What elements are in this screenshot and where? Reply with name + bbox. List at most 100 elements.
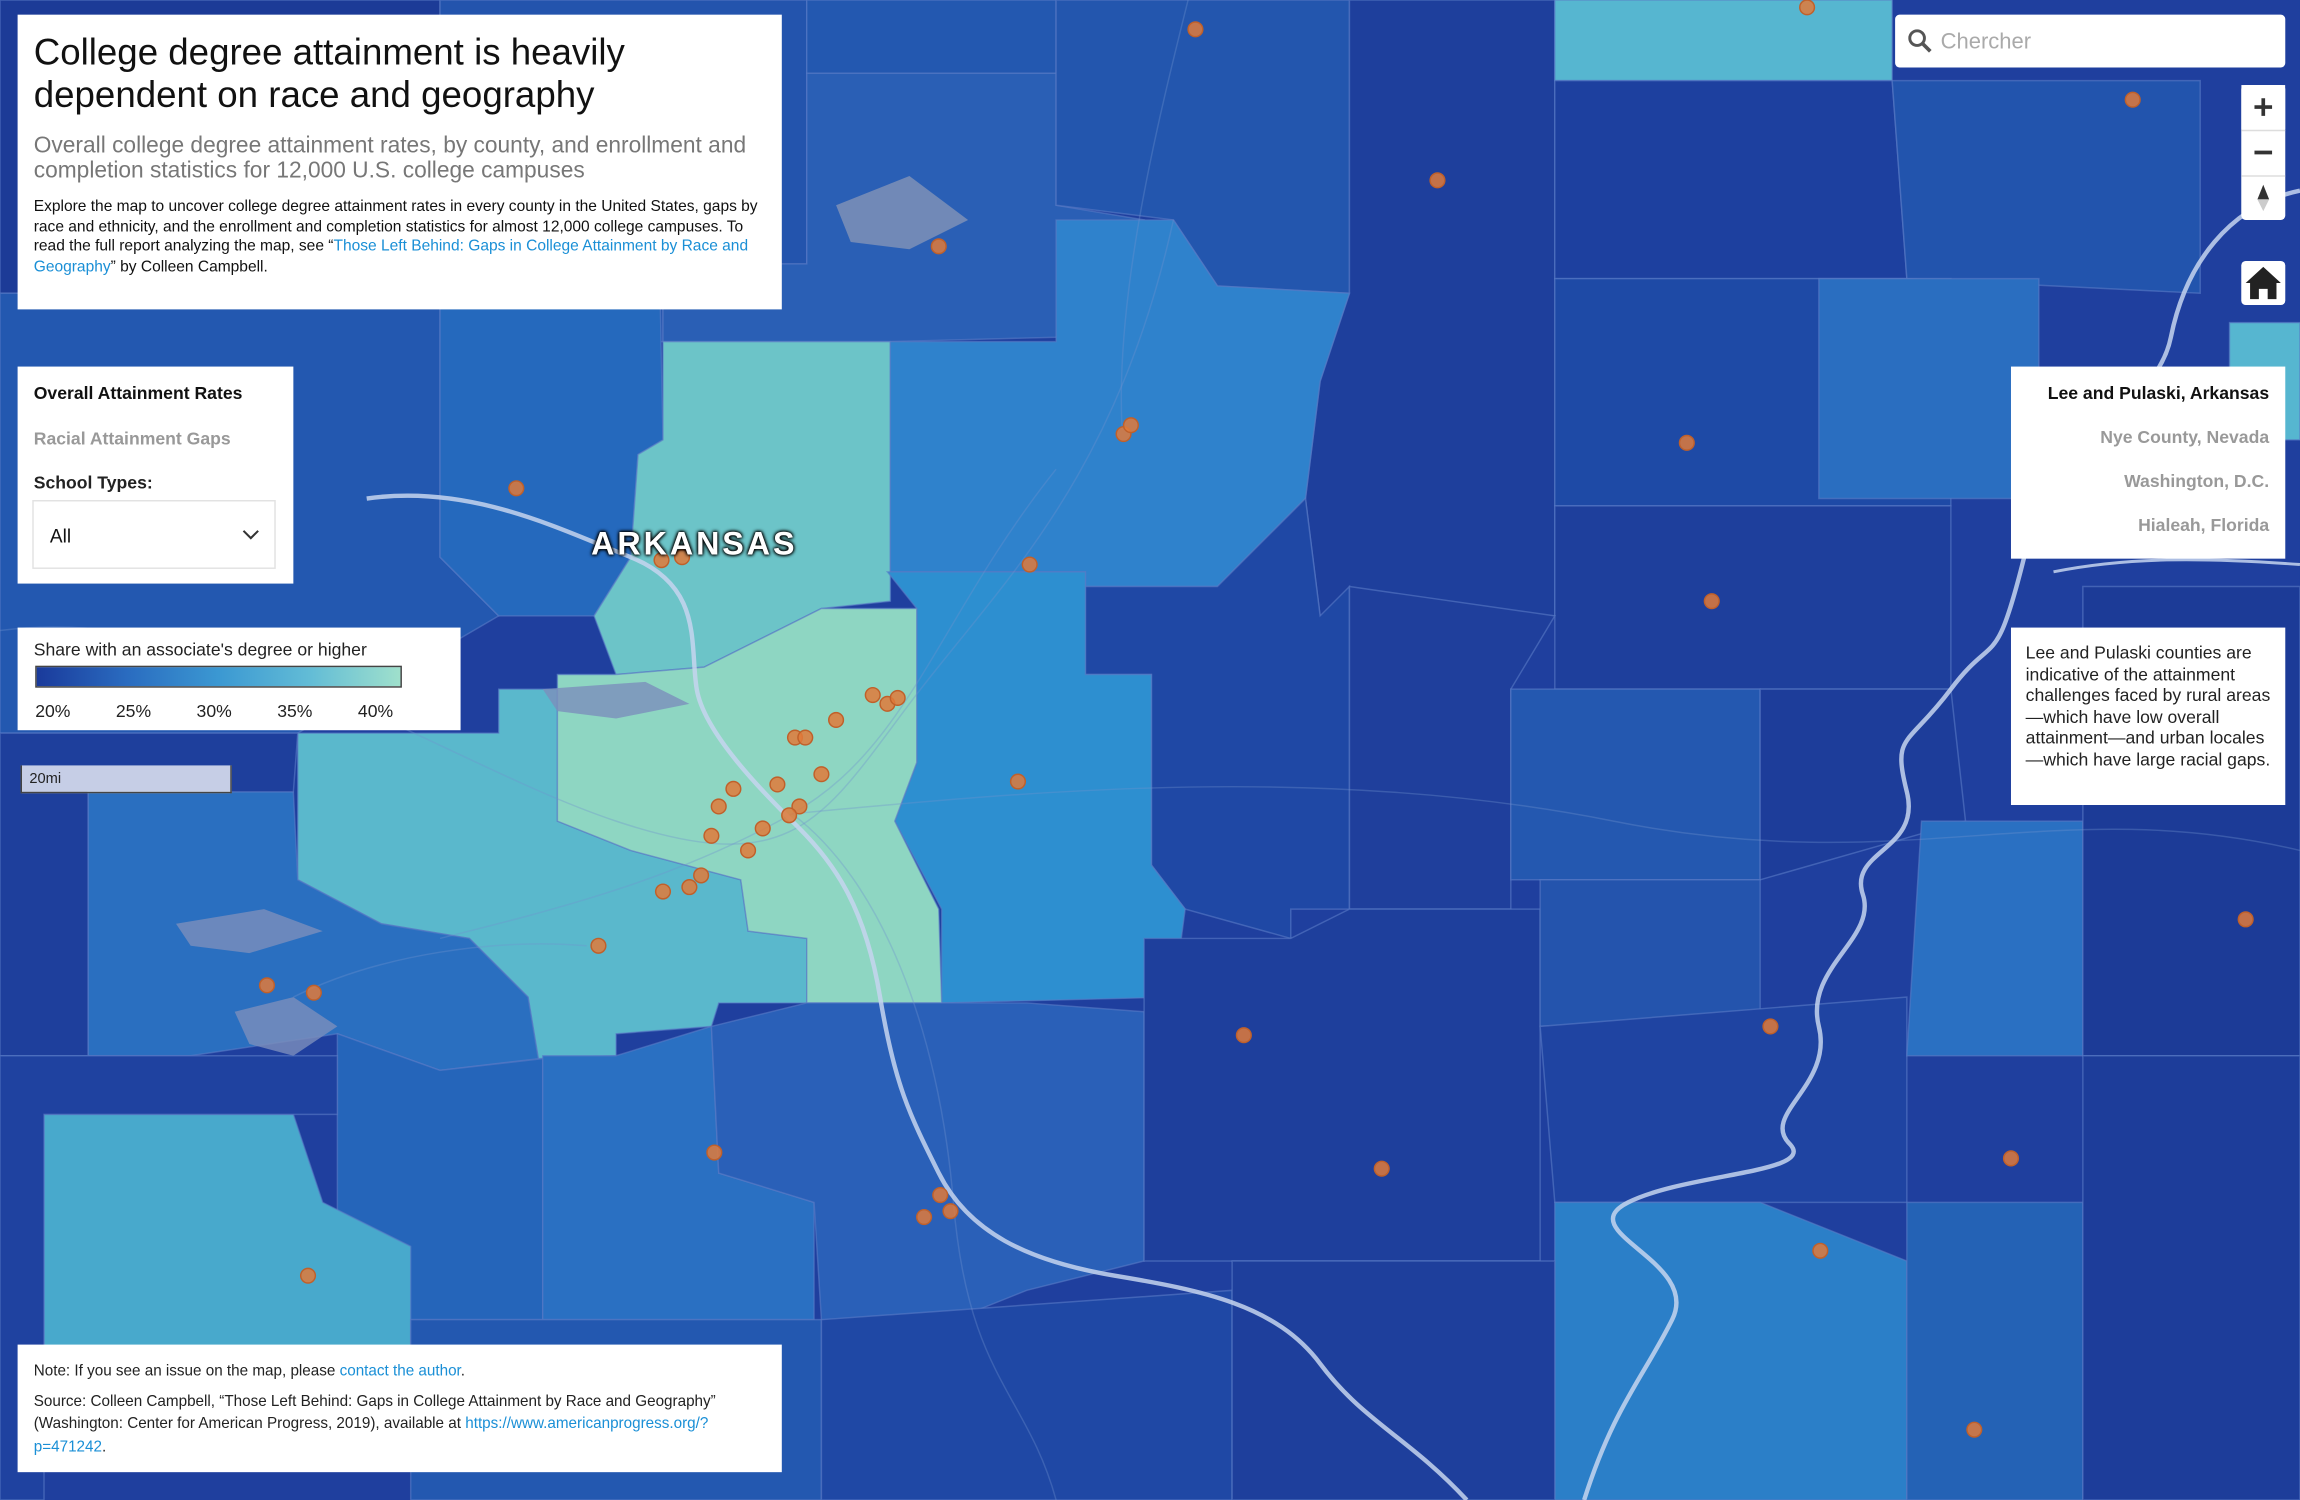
legend-title: Share with an associate's degree or high… xyxy=(33,639,367,660)
campus-dot xyxy=(791,798,808,815)
location-option[interactable]: Hialeah, Florida xyxy=(2138,514,2270,536)
campus-dot xyxy=(258,977,276,994)
state-label: ARKANSAS xyxy=(591,524,798,562)
school-types-label: School Types: xyxy=(33,472,153,493)
campus-dot xyxy=(693,867,710,884)
campus-dot xyxy=(654,883,672,900)
legend-tick-label: 30% xyxy=(196,700,232,722)
campus-dot xyxy=(1966,1421,1983,1438)
campus-dot xyxy=(2237,911,2254,928)
school-type-select[interactable]: All xyxy=(32,500,276,569)
intro: Explore the map to uncover college degre… xyxy=(34,198,766,277)
campus-dot xyxy=(1009,773,1027,790)
legend-tick-label: 35% xyxy=(277,700,313,722)
county xyxy=(2082,1055,2300,1500)
legend: Share with an associate's degree or high… xyxy=(17,627,461,731)
campus-dot xyxy=(305,984,322,1001)
county xyxy=(1231,1260,1556,1500)
campus-dot xyxy=(1812,1242,1829,1259)
campus-dot xyxy=(942,1203,959,1220)
river xyxy=(2053,558,2300,574)
source-text: . xyxy=(101,1439,107,1456)
road xyxy=(792,785,2300,852)
footer-panel: Note: If you see an issue on the map, pl… xyxy=(17,1344,782,1473)
campus-dot xyxy=(797,729,814,746)
campus-dot xyxy=(889,689,906,707)
zoom-icons xyxy=(2241,85,2286,212)
search-box[interactable]: Chercher xyxy=(1895,14,2286,68)
campus-dot xyxy=(1799,0,1816,16)
compass[interactable] xyxy=(2257,184,2270,212)
campus-dot xyxy=(916,1208,933,1226)
lake xyxy=(542,681,690,719)
county xyxy=(1906,1201,2084,1500)
school-type-value: All xyxy=(49,524,72,547)
county xyxy=(1554,505,1952,690)
note: Note: If you see an issue on the map, pl… xyxy=(34,1361,766,1384)
zoom-controls xyxy=(2241,85,2286,220)
campuses xyxy=(258,0,2254,1438)
county xyxy=(1891,79,2201,295)
campus-dot xyxy=(299,1267,317,1284)
county xyxy=(1554,0,1893,82)
chevron xyxy=(242,530,259,540)
scale-bar: 20mi xyxy=(20,765,232,794)
search-placeholder: Chercher xyxy=(1940,29,2032,55)
campus-dot xyxy=(673,549,691,566)
location-list: Lee and Pulaski, Arkansas Nye County, Nev… xyxy=(2027,383,2269,535)
campus-dot xyxy=(813,766,830,783)
road xyxy=(1120,0,1189,430)
campus-dot xyxy=(740,842,757,859)
tab-gaps[interactable]: Racial Attainment Gaps xyxy=(33,428,231,449)
title-panel: College degree attainment is heavily dep… xyxy=(17,14,782,310)
campus-dot xyxy=(1429,172,1446,189)
home-icon xyxy=(2245,266,2281,300)
campus-dot xyxy=(864,686,881,704)
water xyxy=(176,175,2300,1500)
county xyxy=(710,1002,1145,1321)
campus-dot xyxy=(781,807,798,824)
campus-dot xyxy=(2002,1150,2020,1167)
note-text: . xyxy=(460,1363,466,1380)
county xyxy=(806,0,1057,75)
lake xyxy=(836,175,969,250)
county xyxy=(1554,1201,1908,1500)
road xyxy=(293,943,587,998)
county xyxy=(1510,688,1761,881)
legend-tick-label: 25% xyxy=(115,700,152,722)
intro-text: ” by Colleen Campbell. xyxy=(110,257,268,275)
lake xyxy=(234,997,338,1056)
home-button[interactable] xyxy=(2241,261,2286,305)
zoom-in[interactable] xyxy=(2241,85,2286,130)
campus-dot xyxy=(1122,417,1139,434)
legend-tick-label: 20% xyxy=(35,700,71,722)
campus-dot xyxy=(1703,593,1720,610)
county xyxy=(1539,996,1908,1204)
county xyxy=(1818,277,2040,500)
legend-ramp xyxy=(35,665,402,688)
campus-dot xyxy=(932,1186,949,1204)
location-option[interactable]: Washington, D.C. xyxy=(2124,470,2270,492)
contact-link[interactable]: contact the author xyxy=(339,1363,461,1380)
campus-dot xyxy=(508,480,525,497)
county xyxy=(1906,820,2084,1057)
location-option[interactable]: Nye County, Nevada xyxy=(2100,426,2270,448)
note-text: Note: If you see an issue on the map, pl… xyxy=(33,1363,340,1380)
campus-dot xyxy=(706,1144,723,1161)
county xyxy=(820,1289,1233,1500)
legend-tick-label: 40% xyxy=(357,700,394,722)
campus-dot xyxy=(1373,1160,1390,1177)
controls-panel: Overall Attainment Rates Racial Attainme… xyxy=(17,366,294,584)
tab-overall[interactable]: Overall Attainment Rates xyxy=(33,382,243,404)
intro-text: Explore the map to uncover college degre… xyxy=(33,197,758,256)
lake xyxy=(176,909,323,954)
campus-dot xyxy=(1762,1018,1779,1035)
description: Lee and Pulaski counties are indicative … xyxy=(2025,642,2271,770)
campus-dot xyxy=(653,552,670,569)
campus-dot xyxy=(930,238,947,255)
report-link[interactable]: Those Left Behind: Gaps in College Attai… xyxy=(33,237,749,275)
source-link[interactable]: https://www.americanprogress.org/?p=4712… xyxy=(33,1416,709,1456)
location-option[interactable]: Lee and Pulaski, Arkansas xyxy=(2047,382,2270,404)
title: College degree attainment is heavily dep… xyxy=(33,32,625,116)
subtitle: Overall college degree attainment rates,… xyxy=(33,133,747,184)
